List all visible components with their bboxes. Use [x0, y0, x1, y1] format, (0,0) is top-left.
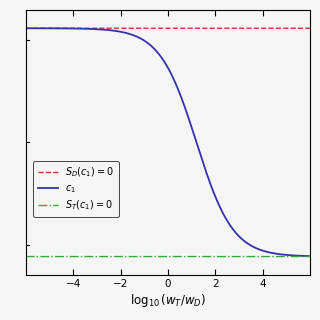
$S_T(c_1) = 0$	[56, 255, 60, 259]
$c_1$	[145, 41, 149, 44]
X-axis label: $\log_{10}(w_T/w_D)$: $\log_{10}(w_T/w_D)$	[130, 292, 206, 309]
$c_1$	[24, 26, 28, 30]
$c_1$	[56, 27, 60, 30]
$S_T(c_1) = 0$	[303, 255, 307, 259]
$c_1$	[272, 252, 276, 255]
$S_T(c_1) = 0$	[133, 255, 137, 259]
$S_D(c_1) = 0$	[308, 26, 312, 30]
$S_D(c_1) = 0$	[145, 26, 149, 30]
$S_D(c_1) = 0$	[133, 26, 137, 30]
$c_1$	[73, 27, 77, 30]
Line: $c_1$: $c_1$	[26, 28, 310, 256]
$S_T(c_1) = 0$	[145, 255, 149, 259]
$c_1$	[133, 34, 137, 38]
$c_1$	[308, 254, 312, 258]
Legend: $S_D(c_1) = 0$, $c_1$, $S_T(c_1) = 0$: $S_D(c_1) = 0$, $c_1$, $S_T(c_1) = 0$	[33, 161, 119, 217]
$S_T(c_1) = 0$	[24, 255, 28, 259]
$S_D(c_1) = 0$	[24, 26, 28, 30]
$S_T(c_1) = 0$	[272, 255, 276, 259]
$S_D(c_1) = 0$	[272, 26, 276, 30]
$S_D(c_1) = 0$	[73, 26, 77, 30]
$S_D(c_1) = 0$	[303, 26, 307, 30]
$S_T(c_1) = 0$	[73, 255, 77, 259]
$c_1$	[303, 254, 307, 258]
$S_D(c_1) = 0$	[56, 26, 60, 30]
$S_T(c_1) = 0$	[308, 255, 312, 259]
